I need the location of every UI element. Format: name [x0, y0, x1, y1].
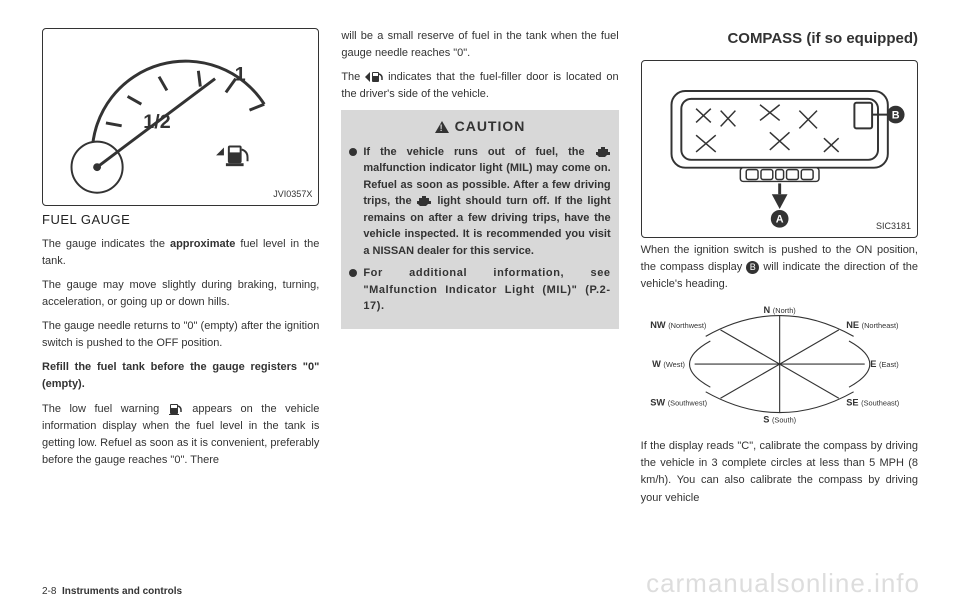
svg-text:1/2: 1/2: [143, 111, 170, 133]
text: The gauge indicates the: [42, 238, 170, 250]
chapter-name: Instruments and controls: [62, 586, 182, 597]
section-title: COMPASS (if so equipped): [727, 30, 918, 47]
text: If the vehicle runs out of fuel, the: [363, 146, 594, 158]
column-2: will be a small reserve of fuel in the t…: [341, 28, 618, 569]
page-footer: 2-8 Instruments and controls: [42, 586, 182, 597]
bullet-icon: [349, 269, 357, 277]
text: The: [341, 71, 365, 83]
svg-text:W (West): W (West): [652, 359, 685, 369]
caution-box: CAUTION If the vehicle runs out of fuel,…: [341, 110, 618, 329]
mirror-svg: A B: [642, 61, 917, 237]
para: will be a small reserve of fuel in the t…: [341, 28, 618, 62]
column-3: A B SIC3181 When the ignition switch is …: [641, 28, 918, 569]
engine-icon: [416, 196, 432, 206]
compass-rose: N (North) NE (Northeast) E (East) SE (So…: [641, 304, 918, 424]
svg-text:SW (Southwest): SW (Southwest): [650, 398, 707, 408]
svg-text:A: A: [775, 214, 783, 226]
para: The gauge needle returns to "0" (empty) …: [42, 318, 319, 352]
fuel-gauge-figure: 1/2 1 JVI0357X: [42, 28, 319, 206]
fuel-pump-icon: [216, 146, 247, 167]
svg-text:1: 1: [235, 64, 246, 86]
caution-title-text: CAUTION: [455, 116, 526, 138]
mirror-figure: A B SIC3181: [641, 60, 918, 238]
para: The low fuel warning appears on the vehi…: [42, 401, 319, 469]
caution-item-text: For additional information, see "Malfunc…: [363, 265, 610, 315]
svg-text:N (North): N (North): [763, 305, 795, 315]
svg-text:NE (Northeast): NE (Northeast): [846, 320, 898, 330]
fuel-pump-arrow-icon: [365, 71, 383, 83]
svg-text:SE (Southeast): SE (Southeast): [846, 398, 899, 408]
fuel-gauge-heading: FUEL GAUGE: [42, 210, 319, 230]
bullet-icon: [349, 148, 357, 156]
fuel-pump-icon: [168, 403, 184, 415]
para: The gauge may move slightly during braki…: [42, 277, 319, 311]
text: The low fuel warning: [42, 403, 168, 415]
svg-text:NW (Northwest): NW (Northwest): [650, 320, 706, 330]
text: indicates that the fuel-filler door is l…: [341, 71, 618, 100]
warning-triangle-icon: [435, 121, 449, 133]
label-b-icon: B: [746, 261, 759, 274]
page-body: 1/2 1 JVI0357X FUEL GAUGE The gauge indi…: [0, 0, 960, 587]
fuel-gauge-svg: 1/2 1: [43, 29, 318, 205]
svg-text:S (South): S (South): [763, 414, 796, 424]
caution-title: CAUTION: [349, 116, 610, 138]
caution-item: If the vehicle runs out of fuel, the mal…: [349, 144, 610, 260]
page-number: 2-8: [42, 586, 56, 597]
caution-list: If the vehicle runs out of fuel, the mal…: [349, 144, 610, 315]
column-1: 1/2 1 JVI0357X FUEL GAUGE The gauge indi…: [42, 28, 319, 569]
figure-code: SIC3181: [876, 220, 911, 234]
para: When the ignition switch is pushed to th…: [641, 242, 918, 293]
para: The gauge indicates the approximate fuel…: [42, 236, 319, 270]
caution-item: For additional information, see "Malfunc…: [349, 265, 610, 315]
para: If the display reads "C", calibrate the …: [641, 438, 918, 506]
text-bold: approximate: [170, 238, 235, 250]
svg-text:B: B: [891, 110, 899, 122]
figure-code: JVI0357X: [273, 188, 312, 202]
svg-text:E (East): E (East): [870, 359, 898, 369]
para: The indicates that the fuel-filler door …: [341, 69, 618, 103]
engine-icon: [595, 147, 611, 157]
caution-item-text: If the vehicle runs out of fuel, the mal…: [363, 144, 610, 260]
para-bold: Refill the fuel tank before the gauge re…: [42, 359, 319, 393]
